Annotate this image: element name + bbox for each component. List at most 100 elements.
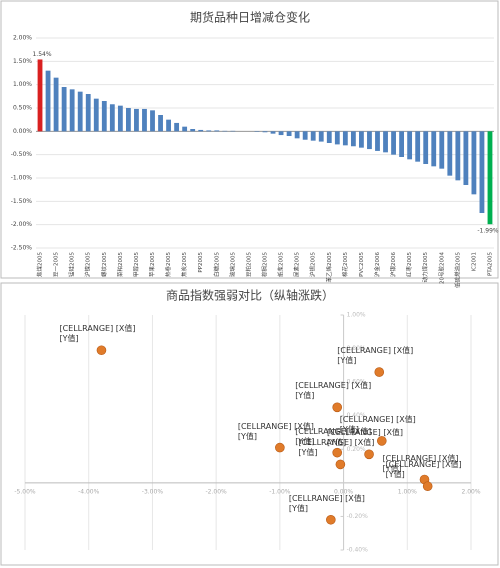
x-tick-label: -2.00% [206,488,228,495]
x-tick-label: 动力煤2005 [421,252,429,283]
x-tick-label: 20号胶2004 [437,252,445,284]
x-tick-label: 豆粕2005 [244,252,252,277]
bar [198,129,204,132]
bar [439,131,445,169]
y-tick-label: -1.50% [11,198,33,205]
data-label: [CELLRANGE] [X值] [Y值] [298,438,375,458]
y-tick-label: 0.80% [347,345,366,352]
x-tick-label: 苹果2005 [148,252,156,277]
bar [125,108,131,132]
panel [0,282,499,566]
bar [174,122,180,132]
bar [101,101,107,132]
bar [286,131,292,136]
x-tick-label: 红枣2005 [405,252,413,277]
y-tick-label: -1.00% [11,175,33,182]
bar [431,131,437,167]
y-tick-label: -2.00% [11,221,33,228]
data-label: [CELLRANGE] [X值] [Y值] [382,453,459,473]
bar [391,131,396,155]
x-tick-label: PP2005 [198,252,204,273]
data-label: [CELLRANGE] [X值] [Y值] [59,324,136,344]
x-tick-label: 沪锡2005 [309,252,317,277]
x-tick-label: -4.00% [78,488,100,495]
point [376,436,387,446]
x-tick-label: 低硫燃油2005 [453,252,461,288]
data-label: -1.99% [477,228,499,235]
bar [415,131,421,162]
y-tick-label: 0.50% [13,105,32,112]
data-label: [CELLRANGE] [X值] [Y值] [339,414,416,434]
bar [294,131,300,139]
bar [318,131,324,142]
data-label: [CELLRANGE] [X值] [Y值] [288,493,365,513]
y-tick-label: 0.00% [13,128,32,135]
bar [53,77,59,132]
x-tick-label: PTA2005 [487,252,493,277]
y-tick-label: 0.20% [347,446,366,453]
bar [342,131,348,146]
point [422,481,433,492]
x-tick-label: 焦炭2005 [180,252,188,277]
x-tick-label: 2.00% [461,488,480,495]
y-tick-label: -2.50% [11,245,33,252]
bar [166,119,171,132]
y-tick-label: 2.00% [13,35,32,42]
bar [142,108,147,132]
bar [367,131,372,150]
bar [262,131,268,133]
bar [334,131,340,145]
bar [383,131,388,153]
bar [399,131,405,157]
x-tick-label: 沪银2006 [389,252,397,277]
bar [69,89,75,132]
data-label: [CELLRANGE] [X值] [Y值] [337,346,414,366]
y-tick-label: 1.00% [347,312,366,319]
bar [190,129,196,132]
bar [447,131,453,176]
x-tick-label: 沪金2006 [373,252,381,277]
point [275,442,285,453]
point [332,447,343,458]
data-label: [CELLRANGE] [X值] [Y值] [295,381,372,401]
x-tick-label: IC2001 [471,252,477,271]
bar [310,131,316,141]
x-tick-label: PVC2005 [359,252,365,277]
x-tick-label: 尿素2005 [293,252,301,277]
bar [463,131,469,185]
bar [158,115,163,132]
bar [278,131,284,136]
bar [37,59,43,132]
chart-title: 商品指数强弱对比（纵轴涨跌） [166,288,334,303]
data-label: [CELLRANGE] [X值] [Y值] [327,428,404,448]
bar [214,130,220,132]
y-tick-label: 1.50% [13,58,32,65]
x-tick-label: 玻璃2005 [228,252,236,277]
point [374,367,385,377]
bar [455,131,461,181]
x-tick-label: 焦煤2005 [36,252,44,277]
y-tick-label: -0.50% [11,151,33,158]
bar [182,126,188,132]
bar [270,131,276,134]
x-tick-label: 苯乙烯2005 [325,252,333,283]
bar [423,131,429,164]
bar [326,131,332,143]
point [335,459,346,470]
x-tick-label: 1.00% [398,488,417,495]
y-tick-label: 0.60% [347,379,366,386]
chart-title: 期货品种日增减仓变化 [190,10,310,25]
x-tick-label: -1.00% [269,488,291,495]
x-tick-label: 螺纹2005 [100,252,108,277]
bar [375,131,380,151]
bar [302,131,308,140]
bar [487,131,493,225]
x-tick-label: -3.00% [142,488,164,495]
x-tick-label: -5.00% [14,488,36,495]
y-tick-label: 1.00% [13,81,32,88]
x-tick-label: 沪镍2005 [84,252,92,277]
bar [150,110,155,132]
bar [206,130,212,132]
